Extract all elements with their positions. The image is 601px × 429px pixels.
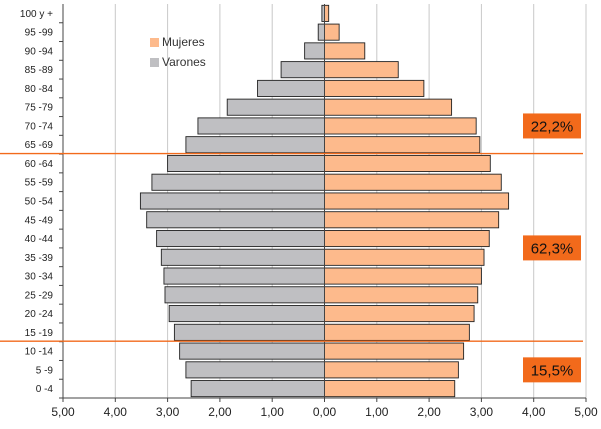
x-tick-label: 2,00 xyxy=(208,405,232,419)
bar-mujeres-19 xyxy=(324,361,459,379)
y-tick-label: 100 y + xyxy=(20,9,53,20)
y-tick-label: 55 -59 xyxy=(25,178,54,189)
x-tick-label: 3,00 xyxy=(156,405,180,419)
bar-mujeres-9 xyxy=(324,173,502,191)
y-tick-label: 90 -94 xyxy=(25,46,54,57)
bar-mujeres-20 xyxy=(324,380,456,398)
bar-varones-5 xyxy=(226,98,325,116)
bar-varones-20 xyxy=(190,380,325,398)
legend-label-varones: Varones xyxy=(162,55,206,69)
bar-mujeres-0 xyxy=(324,4,330,22)
x-tick-label: 5,00 xyxy=(574,405,598,419)
band-label-box xyxy=(523,235,581,261)
bar-mujeres-6 xyxy=(324,117,477,135)
bar-varones-4 xyxy=(257,79,325,97)
x-tick-label: 0,00 xyxy=(313,405,337,419)
y-tick-label: 10 -14 xyxy=(25,347,54,358)
bars xyxy=(139,4,510,398)
x-tick-label: 3,00 xyxy=(470,405,494,419)
band-label: 22,2% xyxy=(531,118,574,135)
band-label-box xyxy=(523,357,581,383)
bar-varones-2 xyxy=(304,42,325,60)
bar-varones-8 xyxy=(167,154,325,172)
y-tick-label: 85 -89 xyxy=(25,65,54,76)
x-tick-label: 1,00 xyxy=(261,405,285,419)
x-tick-label: 4,00 xyxy=(522,405,546,419)
band-label: 62,3% xyxy=(531,240,574,257)
y-tick-label: 5 -9 xyxy=(36,365,54,376)
y-tick-label: 25 -29 xyxy=(25,290,54,301)
bar-varones-16 xyxy=(168,305,325,323)
x-tick-labels: 5,00 4,00 3,00 2,00 1,00 0,00 1,00 2,00 3,00 4,00… xyxy=(51,398,598,419)
bar-mujeres-12 xyxy=(324,230,490,248)
bar-varones-13 xyxy=(160,248,325,266)
y-tick-label: 75 -79 xyxy=(25,103,54,114)
bar-varones-18 xyxy=(179,342,325,360)
bar-varones-11 xyxy=(146,211,325,229)
bar-varones-10 xyxy=(139,192,325,210)
y-tick-label: 65 -69 xyxy=(25,140,54,151)
x-tick-label: 2,00 xyxy=(417,405,441,419)
bar-varones-6 xyxy=(197,117,325,135)
bar-mujeres-11 xyxy=(324,211,500,229)
legend: Mujeres Varones xyxy=(150,35,206,69)
bar-mujeres-13 xyxy=(324,248,485,266)
bar-mujeres-5 xyxy=(324,98,453,116)
bar-varones-9 xyxy=(151,173,325,191)
bar-mujeres-7 xyxy=(324,136,481,154)
legend-label-mujeres: Mujeres xyxy=(162,35,205,49)
y-tick-labels: 100 y + 95 -99 90 -94 85 -89 80 -84 75 -79 70 … xyxy=(20,9,63,399)
bar-varones-1 xyxy=(317,23,325,41)
bar-mujeres-10 xyxy=(324,192,510,210)
y-tick-label: 95 -99 xyxy=(25,28,54,39)
bar-varones-19 xyxy=(185,361,325,379)
y-tick-label: 35 -39 xyxy=(25,253,54,264)
legend-swatch-varones xyxy=(150,58,159,67)
bar-mujeres-15 xyxy=(324,286,479,304)
y-tick-label: 30 -34 xyxy=(25,272,54,283)
y-tick-label: 60 -64 xyxy=(25,159,54,170)
y-tick-label: 45 -49 xyxy=(25,215,54,226)
bar-varones-17 xyxy=(173,323,325,341)
legend-swatch-mujeres xyxy=(150,38,159,47)
bar-mujeres-4 xyxy=(324,79,425,97)
y-tick-label: 50 -54 xyxy=(25,197,54,208)
band-labels: 22,2% 62,3% 15,5% xyxy=(523,113,581,383)
bar-varones-15 xyxy=(164,286,325,304)
bar-varones-14 xyxy=(163,267,325,285)
bar-mujeres-2 xyxy=(324,42,366,60)
y-tick-label: 40 -44 xyxy=(25,234,54,245)
bar-mujeres-14 xyxy=(324,267,482,285)
bar-mujeres-3 xyxy=(324,61,399,79)
y-tick-label: 0 -4 xyxy=(36,384,54,395)
bar-mujeres-1 xyxy=(324,23,340,41)
bar-mujeres-8 xyxy=(324,154,491,172)
y-tick-label: 15 -19 xyxy=(25,328,54,339)
x-tick-label: 4,00 xyxy=(104,405,128,419)
bar-mujeres-17 xyxy=(324,323,470,341)
band-label: 15,5% xyxy=(531,362,574,379)
x-tick-label: 5,00 xyxy=(51,405,75,419)
bar-varones-12 xyxy=(156,230,325,248)
y-tick-label: 80 -84 xyxy=(25,84,54,95)
y-tick-label: 20 -24 xyxy=(25,309,54,320)
x-tick-label: 1,00 xyxy=(365,405,389,419)
age-group-dividers xyxy=(0,152,583,342)
band-label-box xyxy=(523,113,581,139)
bar-varones-3 xyxy=(280,61,325,79)
bar-mujeres-16 xyxy=(324,305,475,323)
y-tick-label: 70 -74 xyxy=(25,121,54,132)
bar-varones-7 xyxy=(185,136,325,154)
bar-mujeres-18 xyxy=(324,342,465,360)
